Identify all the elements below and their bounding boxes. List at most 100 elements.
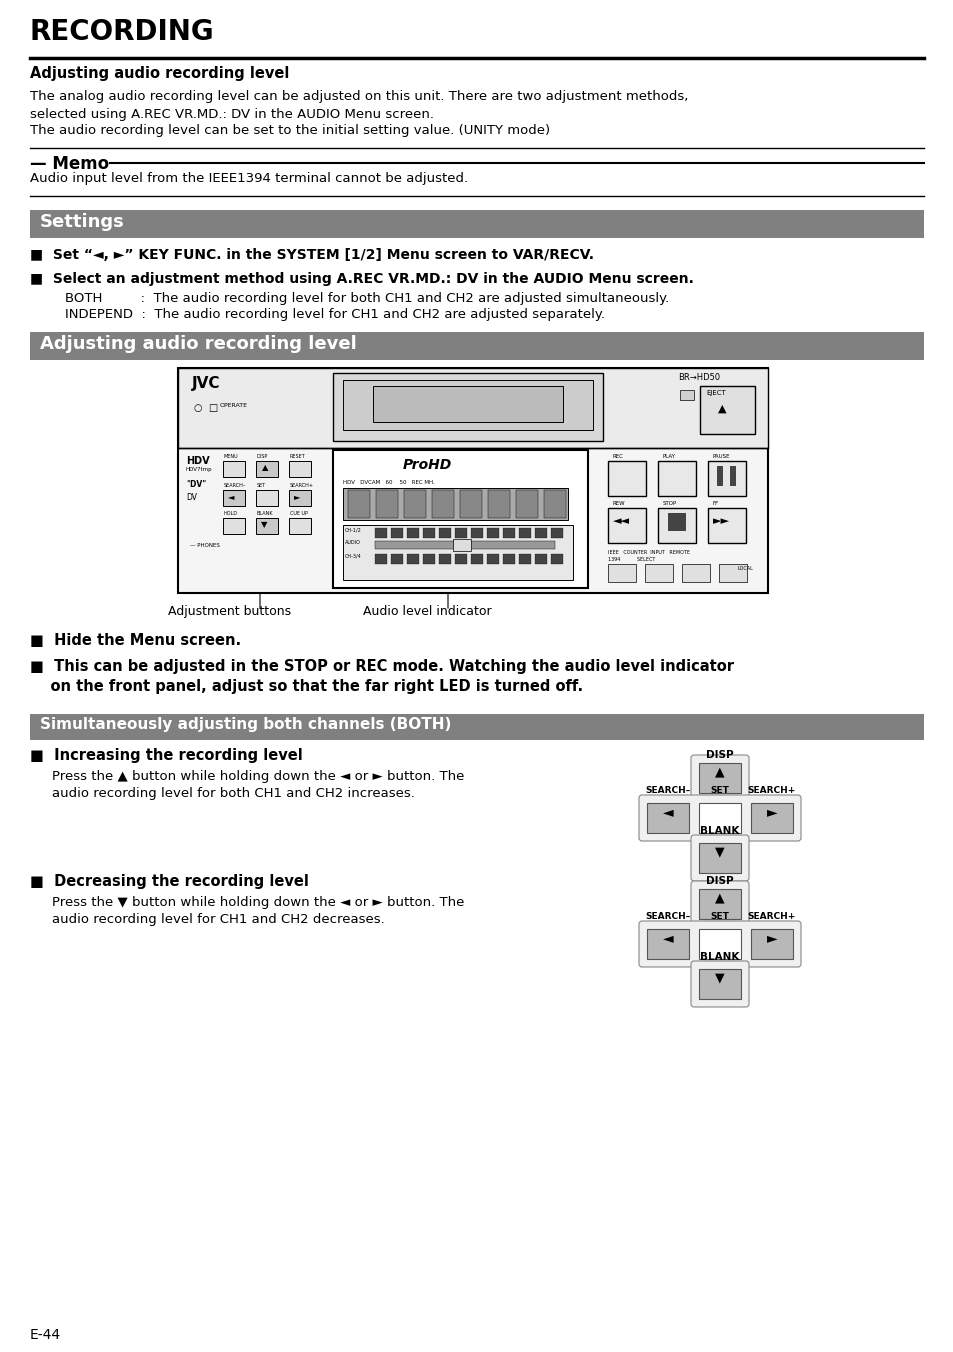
Bar xyxy=(375,529,387,538)
Text: ◄◄: ◄◄ xyxy=(613,516,629,526)
Text: HOLD: HOLD xyxy=(224,511,237,516)
Bar xyxy=(333,450,587,588)
Text: — Memo: — Memo xyxy=(30,155,109,173)
Bar xyxy=(373,387,562,422)
Bar xyxy=(422,529,435,538)
Bar xyxy=(667,512,685,531)
Text: ►►: ►► xyxy=(712,516,729,526)
Text: Adjustment buttons: Adjustment buttons xyxy=(168,604,291,618)
Text: SEARCH–: SEARCH– xyxy=(224,483,246,488)
Text: selected using A.REC VR.MD.: DV in the AUDIO Menu screen.: selected using A.REC VR.MD.: DV in the A… xyxy=(30,108,434,120)
Bar xyxy=(407,554,418,564)
Text: HDV7tmp: HDV7tmp xyxy=(186,466,213,472)
Bar xyxy=(422,554,435,564)
Text: CH-3/4: CH-3/4 xyxy=(345,553,361,558)
Text: Press the ▼ button while holding down the ◄ or ► button. The: Press the ▼ button while holding down th… xyxy=(52,896,464,909)
Text: SET: SET xyxy=(710,786,729,795)
Text: ►: ► xyxy=(766,804,777,819)
Bar xyxy=(348,489,370,518)
Circle shape xyxy=(618,473,635,489)
Bar xyxy=(30,210,923,238)
Bar xyxy=(750,803,792,833)
Bar xyxy=(289,489,311,506)
Bar xyxy=(644,564,672,581)
Text: Simultaneously adjusting both channels (BOTH): Simultaneously adjusting both channels (… xyxy=(40,717,451,731)
Bar xyxy=(223,518,245,534)
Text: SET: SET xyxy=(256,483,266,488)
Text: ■  Set “◄, ►” KEY FUNC. in the SYSTEM [1/2] Menu screen to VAR/RECV.: ■ Set “◄, ►” KEY FUNC. in the SYSTEM [1/… xyxy=(30,247,594,262)
Text: BOTH         :  The audio recording level for both CH1 and CH2 are adjusted simu: BOTH : The audio recording level for bot… xyxy=(65,292,669,306)
Bar xyxy=(658,508,696,544)
Bar xyxy=(699,763,740,794)
Text: DISP: DISP xyxy=(705,750,733,760)
Bar xyxy=(471,529,482,538)
Text: audio recording level for CH1 and CH2 decreases.: audio recording level for CH1 and CH2 de… xyxy=(52,913,384,926)
Bar xyxy=(707,461,745,496)
Bar xyxy=(488,489,510,518)
Text: IEEE   COUNTER  INPUT   REMOTE: IEEE COUNTER INPUT REMOTE xyxy=(607,550,689,556)
Text: Adjusting audio recording level: Adjusting audio recording level xyxy=(40,335,356,353)
FancyBboxPatch shape xyxy=(639,921,801,967)
Text: SEARCH+: SEARCH+ xyxy=(290,483,314,488)
Bar xyxy=(535,554,546,564)
Text: SEARCH+: SEARCH+ xyxy=(747,786,796,795)
Text: ■  Select an adjustment method using A.REC VR.MD.: DV in the AUDIO Menu screen.: ■ Select an adjustment method using A.RE… xyxy=(30,272,693,287)
Text: AUDIO: AUDIO xyxy=(345,539,360,545)
Bar xyxy=(607,508,645,544)
Bar xyxy=(438,529,451,538)
Text: RESET: RESET xyxy=(290,454,305,458)
Text: ▲: ▲ xyxy=(715,765,724,777)
Bar xyxy=(333,373,602,441)
Bar xyxy=(699,969,740,999)
Text: audio recording level for both CH1 and CH2 increases.: audio recording level for both CH1 and C… xyxy=(52,787,415,800)
Bar xyxy=(543,489,565,518)
Bar xyxy=(455,529,467,538)
Text: Adjusting audio recording level: Adjusting audio recording level xyxy=(30,66,289,81)
Text: ▲: ▲ xyxy=(718,404,726,414)
Text: FF: FF xyxy=(712,502,719,506)
Bar xyxy=(255,461,277,477)
Bar xyxy=(178,368,767,594)
Bar xyxy=(486,529,498,538)
FancyBboxPatch shape xyxy=(690,836,748,882)
Text: ▼: ▼ xyxy=(715,845,724,859)
Bar xyxy=(646,803,688,833)
Text: REC: REC xyxy=(613,454,623,458)
Text: HDV   DVCAM   60    50   REC MH.: HDV DVCAM 60 50 REC MH. xyxy=(343,480,435,485)
Text: "DV": "DV" xyxy=(186,480,206,489)
Bar xyxy=(343,380,593,430)
Text: ►: ► xyxy=(766,932,777,945)
Text: MENU: MENU xyxy=(224,454,238,458)
FancyBboxPatch shape xyxy=(690,754,748,800)
Text: Audio input level from the IEEE1394 terminal cannot be adjusted.: Audio input level from the IEEE1394 term… xyxy=(30,172,468,185)
Bar xyxy=(223,489,245,506)
Text: ◄: ◄ xyxy=(662,932,673,945)
Bar xyxy=(391,529,402,538)
Bar xyxy=(719,564,746,581)
Bar xyxy=(391,554,402,564)
Bar xyxy=(30,333,923,360)
Text: 1394           SELECT: 1394 SELECT xyxy=(607,557,655,562)
Bar xyxy=(375,541,555,549)
Bar xyxy=(699,803,740,833)
Bar xyxy=(551,529,562,538)
Text: JVC: JVC xyxy=(192,376,220,391)
Bar xyxy=(516,489,537,518)
Text: EJECT: EJECT xyxy=(705,389,725,396)
Polygon shape xyxy=(667,475,683,488)
Bar xyxy=(707,508,745,544)
Text: DISP: DISP xyxy=(256,454,268,458)
Bar xyxy=(518,529,531,538)
Text: □: □ xyxy=(208,403,217,412)
Bar xyxy=(699,844,740,873)
Bar xyxy=(699,929,740,959)
Text: BR→HD50: BR→HD50 xyxy=(678,373,720,383)
Text: BLANK: BLANK xyxy=(700,826,739,836)
Bar xyxy=(455,554,467,564)
Bar xyxy=(255,518,277,534)
Text: ▲: ▲ xyxy=(262,462,268,472)
Text: BLANK: BLANK xyxy=(256,511,274,516)
Bar xyxy=(30,714,923,740)
Text: ProHD: ProHD xyxy=(402,458,452,472)
Text: PLAY: PLAY xyxy=(662,454,676,458)
